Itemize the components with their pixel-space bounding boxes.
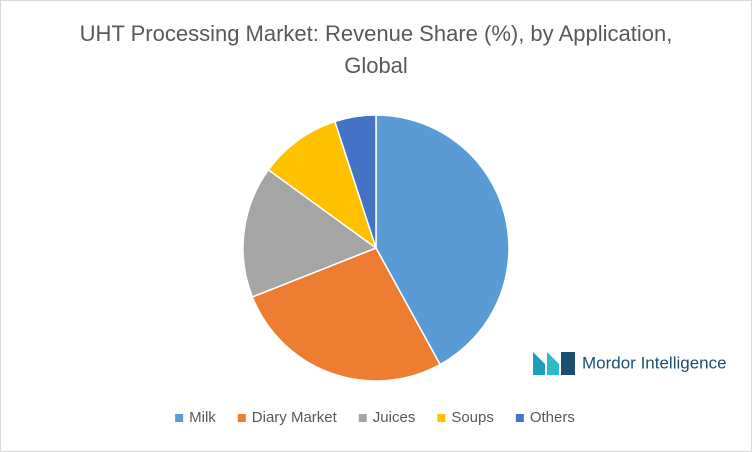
legend-label: Soups — [451, 409, 494, 426]
legend-label: Diary Market — [252, 409, 338, 426]
legend-label: Juices — [373, 409, 416, 426]
legend-swatch — [175, 414, 184, 422]
legend-label: Milk — [189, 409, 216, 426]
chart-title: UHT Processing Market: Revenue Share (%)… — [79, 21, 673, 78]
legend-label: Others — [530, 409, 575, 426]
pie-slice — [267, 120, 378, 250]
legend-swatch — [437, 414, 446, 422]
legend-swatch — [515, 414, 524, 422]
pie-slice — [333, 114, 377, 249]
legend-swatch — [358, 414, 367, 422]
pie-slice — [251, 247, 442, 382]
watermark: Mordor Intelligence — [582, 353, 727, 372]
legend-swatch — [237, 414, 246, 422]
title-box: UHT Processing Market: Revenue Share (%)… — [79, 21, 673, 78]
pie-slice — [375, 114, 510, 366]
logo-mark — [533, 352, 575, 375]
pie-slice — [242, 168, 378, 298]
